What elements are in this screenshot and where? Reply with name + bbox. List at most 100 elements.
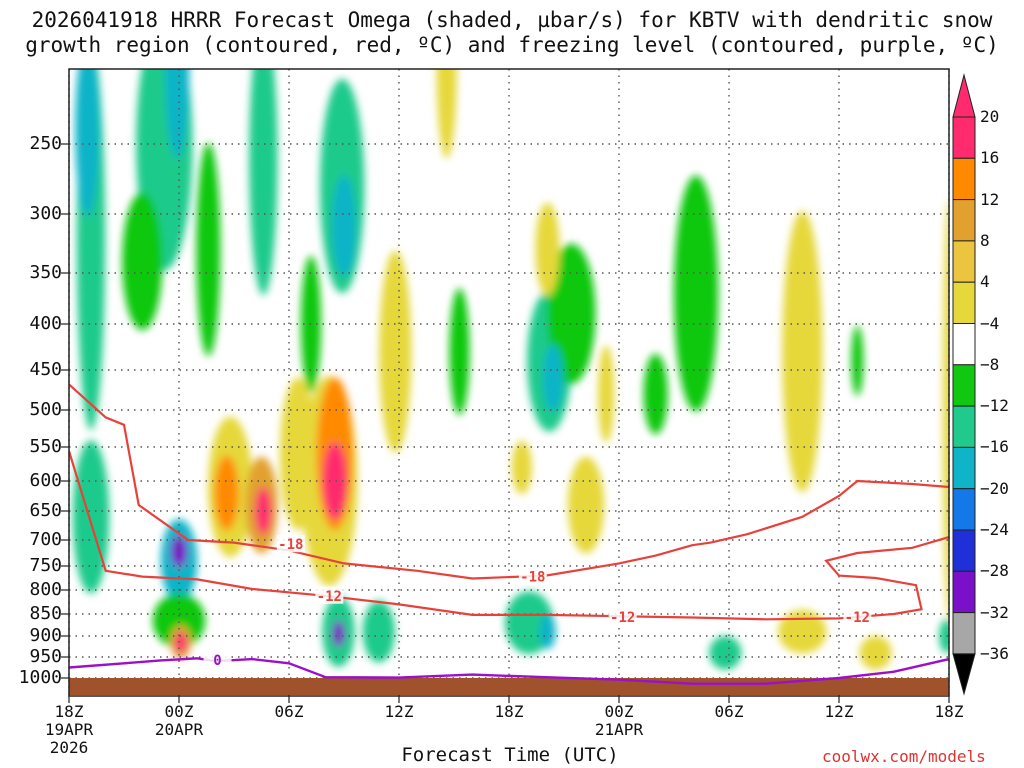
omega-cell: [782, 210, 823, 493]
colorbar-box: [952, 199, 976, 242]
colorbar-top-arrow: [952, 73, 976, 118]
colorbar-bottom-arrow: [952, 653, 976, 696]
x-tick-label-line: [914, 721, 984, 739]
colorbar-tick-label: 4: [980, 272, 990, 292]
x-tick-label: 06Z: [254, 703, 324, 757]
omega-cell: [673, 175, 719, 412]
contour-label-bg: [518, 567, 547, 585]
x-tick-label-line: 12Z: [824, 702, 854, 721]
omega-cell: [379, 250, 412, 453]
x-tick-label-line: 06Z: [714, 702, 744, 721]
y-tick-label: 300: [29, 203, 62, 224]
x-tick-label: 12Z: [364, 703, 434, 757]
omega-cell: [598, 345, 615, 443]
x-tick-label-line: 19APR: [44, 720, 94, 739]
colorbar-box: [952, 281, 976, 325]
colorbar-box: [952, 570, 976, 614]
colorbar-box: [952, 157, 976, 201]
x-tick-label: 00Z 21APR: [584, 703, 654, 757]
omega-cell: [547, 243, 596, 384]
omega-cell: [165, 69, 190, 159]
contour-label: -12: [845, 610, 870, 626]
omega-cell: [255, 487, 272, 535]
x-tick-label-line: [254, 721, 324, 739]
y-tick-label: 600: [29, 470, 62, 491]
omega-cell: [214, 455, 239, 531]
omega-colorbar: [952, 73, 976, 696]
x-axis-title: Forecast Time (UTC): [401, 744, 619, 766]
y-tick-label: 650: [29, 500, 62, 521]
omega-cell: [196, 142, 221, 357]
y-tick-label: 550: [29, 436, 62, 457]
contour-label: 0: [213, 653, 221, 669]
x-tick-label-line: 06Z: [274, 702, 304, 721]
x-tick-label-line: [254, 739, 324, 757]
x-tick-label: 12Z: [804, 703, 874, 757]
omega-cell: [280, 377, 317, 531]
x-tick-label-line: 20APR: [154, 720, 204, 739]
y-tick-label: 250: [29, 133, 62, 154]
contour-label: -18: [520, 570, 545, 586]
omega-cell: [152, 593, 206, 648]
colorbar-tick-label: −8: [980, 354, 1000, 374]
x-tick-label-line: 00Z: [604, 702, 634, 721]
chart-title-line-1: 2026041918 HRRR Forecast Omega (shaded, …: [31, 8, 993, 32]
contour-label: -12: [317, 589, 342, 605]
omega-cell: [851, 325, 864, 396]
y-tick-label: 500: [29, 399, 62, 420]
contour-label: -18: [278, 537, 303, 553]
x-tick-label-line: [144, 739, 214, 757]
freezing-level-contour: [69, 657, 949, 685]
omega-shading: [72, 69, 949, 670]
y-tick-label: 800: [29, 579, 62, 600]
colorbar-tick-label: 16: [980, 148, 1000, 168]
colorbar-tick-label: −24: [980, 520, 1009, 539]
omega-cell: [72, 440, 110, 594]
x-tick-label-line: 2026: [49, 738, 89, 757]
x-tick-label: 06Z: [694, 703, 764, 757]
plot-frame: [68, 68, 950, 697]
colorbar-box: [952, 116, 976, 159]
colorbar-tick-label: −28: [980, 561, 1009, 581]
omega-cell: [643, 353, 668, 435]
contour-label-bg: [843, 608, 872, 626]
colorbar-box: [952, 323, 976, 366]
x-tick-label: 18Z: [474, 703, 544, 757]
x-tick-label-line: 18Z: [494, 702, 524, 721]
y-tick-label: 900: [29, 625, 62, 646]
x-tick-label-line: [364, 721, 434, 739]
contour-label: -12: [610, 610, 635, 626]
x-tick-label-line: 12Z: [384, 702, 414, 721]
omega-cell: [75, 69, 100, 217]
colorbar-tick-label: 12: [980, 189, 1000, 209]
y-tick-label: 750: [29, 555, 62, 576]
omega-cell: [174, 631, 187, 653]
contour-label-bg: [608, 608, 637, 626]
omega-cell: [709, 636, 742, 670]
x-tick-label-line: 00Z: [164, 702, 194, 721]
x-tick-label-line: [694, 739, 764, 757]
omega-cell: [567, 456, 605, 554]
omega-cell: [332, 620, 345, 647]
colorbar-tick-label: −36: [980, 643, 1009, 663]
omega-cell: [942, 199, 949, 621]
omega-cell: [331, 175, 357, 277]
x-tick-label-line: 18Z: [54, 702, 84, 721]
y-tick-label: 850: [29, 603, 62, 624]
x-tick-label-line: [474, 721, 544, 739]
chart-title-line-2: growth region (contoured, red, ºC) and f…: [25, 33, 999, 57]
x-tick-label-line: 21APR: [594, 720, 644, 739]
omega-cell: [542, 344, 564, 412]
colorbar-box: [952, 405, 976, 448]
colorbar-tick-label: −20: [980, 478, 1009, 498]
x-tick-label: 18Z: [914, 703, 984, 757]
source-credit: coolwx.com/models: [822, 747, 986, 766]
colorbar-box: [952, 529, 976, 572]
y-tick-label: 700: [29, 529, 62, 550]
dgz-minus12-contour: [69, 450, 949, 621]
colorbar-box: [952, 612, 976, 655]
ground-bar: [69, 678, 949, 695]
omega-cell: [511, 440, 532, 495]
omega-cell: [436, 69, 457, 159]
colorbar-tick-label: 8: [980, 230, 990, 250]
